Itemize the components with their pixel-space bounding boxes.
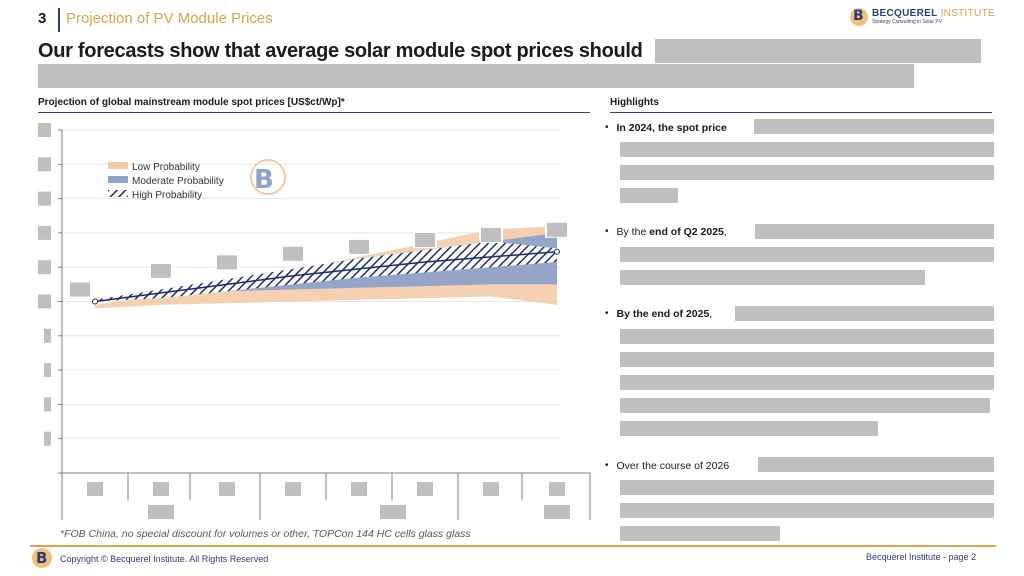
x-tick-label	[219, 482, 235, 496]
trend-line	[94, 251, 558, 303]
redacted-block	[735, 306, 994, 321]
redacted-block	[755, 224, 994, 239]
data-label	[70, 282, 90, 297]
y-tick-label	[38, 157, 51, 172]
redacted-block	[620, 375, 994, 390]
y-tick-label	[44, 431, 51, 446]
page-number: Becquerel Institute - page 2	[866, 552, 977, 562]
highlight-bullet-1: • In 2024, the spot price	[605, 122, 727, 134]
legend-swatch-high	[108, 190, 128, 197]
legend-label-low: Low Probability	[132, 162, 200, 173]
redacted-block	[620, 398, 990, 413]
redacted-block	[758, 457, 994, 472]
footer-logo-icon: B	[32, 548, 52, 568]
section-title: Projection of PV Module Prices	[66, 10, 273, 27]
copyright-text: Copyright © Becquerel Institute. All Rig…	[60, 554, 269, 564]
redacted-block	[620, 352, 994, 367]
highlights-header-rule	[610, 112, 992, 113]
y-tick-label	[44, 328, 51, 343]
y-tick-label	[38, 260, 51, 275]
chart-header-rule	[38, 112, 590, 113]
data-label	[481, 227, 501, 242]
data-label	[151, 263, 171, 278]
y-tick-labels	[38, 123, 51, 446]
redacted-block	[655, 39, 981, 63]
y-tick-label	[44, 397, 51, 412]
price-projection-chart: Low Probability Moderate Probability Hig…	[38, 123, 591, 520]
y-tick-label	[38, 225, 51, 240]
trend-points	[92, 248, 560, 305]
redacted-block	[620, 247, 994, 262]
redacted-block	[38, 64, 914, 88]
data-label	[283, 246, 303, 261]
x-tick-label	[483, 482, 499, 496]
x-group-label	[544, 505, 570, 519]
redacted-block	[620, 480, 994, 495]
data-labels	[68, 221, 569, 298]
x-group-label	[148, 505, 174, 519]
trend-point	[92, 298, 98, 305]
x-axis	[61, 472, 591, 520]
chart-footnote: *FOB China, no special discount for volu…	[60, 528, 471, 540]
x-tick-label	[417, 482, 433, 496]
redacted-block	[620, 329, 994, 344]
x-tick-label	[87, 482, 103, 496]
legend-swatch-moderate	[108, 176, 128, 183]
x-group-label	[380, 505, 406, 519]
y-tick-label	[44, 363, 51, 378]
footer-rule	[30, 545, 996, 547]
redacted-block	[620, 142, 994, 157]
page-title: Our forecasts show that average solar mo…	[38, 40, 643, 62]
redacted-block	[620, 165, 994, 180]
x-tick-label	[351, 482, 367, 496]
data-label	[349, 239, 369, 254]
highlight-bullet-3: • By the end of 2025,	[605, 308, 713, 320]
logo-name: BECQUEREL	[872, 8, 938, 19]
header-divider	[58, 8, 60, 32]
redacted-block	[620, 188, 678, 203]
logo-name-accent: INSTITUTE	[940, 8, 995, 19]
highlights-title: Highlights	[610, 97, 659, 108]
watermark-logo-icon: B	[250, 159, 286, 195]
logo-icon: B	[850, 8, 868, 26]
redacted-block	[620, 503, 994, 518]
legend-label-high: High Probability	[132, 190, 202, 201]
chart-title: Projection of global mainstream module s…	[38, 97, 345, 108]
y-tick-label	[38, 191, 51, 206]
trend-point	[554, 248, 560, 255]
x-tick-label	[549, 482, 565, 496]
data-label	[547, 222, 567, 237]
y-tick-label	[38, 123, 51, 137]
legend-swatch-low	[108, 162, 128, 169]
chart-legend: Low Probability Moderate Probability Hig…	[108, 162, 224, 201]
highlight-bullet-4: • Over the course of 2026	[605, 460, 730, 472]
slide-number: 3	[38, 10, 47, 27]
redacted-block	[620, 421, 878, 436]
highlight-bullet-2: • By the end of Q2 2025,	[605, 226, 727, 238]
redacted-block	[620, 526, 780, 541]
company-logo: B BECQUEREL INSTITUTE Strategy Consultin…	[850, 8, 995, 26]
x-tick-label	[285, 482, 301, 496]
legend-label-moderate: Moderate Probability	[132, 176, 224, 187]
svg-text:B: B	[254, 165, 274, 195]
data-label	[217, 255, 237, 270]
data-label	[415, 233, 435, 248]
redacted-block	[620, 270, 925, 285]
redacted-block	[754, 119, 994, 134]
logo-tagline: Strategy Consulting in Solar PV	[872, 19, 943, 25]
y-tick-label	[38, 294, 51, 309]
x-tick-label	[153, 482, 169, 496]
